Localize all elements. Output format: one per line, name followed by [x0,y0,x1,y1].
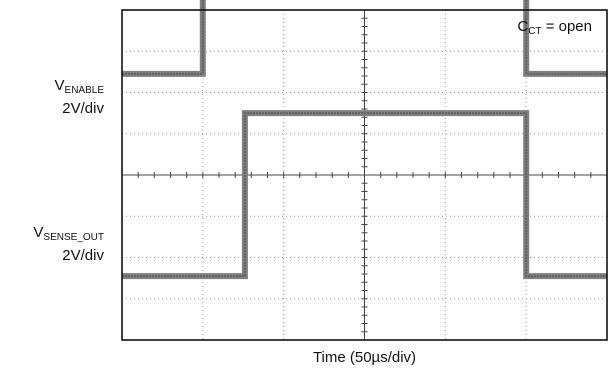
channel-name-v-enable: VENABLE [54,77,104,96]
channel-name-v-sense-out: VSENSE_OUT [33,224,104,243]
trace-core-v-enable [122,0,607,75]
plot-frame [121,9,608,341]
channel-scale-v-enable: 2V/div [62,100,104,117]
channel-label-v-enable: VENABLE 2V/div [0,77,104,118]
x-axis-label: Time (50µs/div) [312,349,417,366]
graticule [121,9,608,341]
channel-label-v-sense-out: VSENSE_OUT 2V/div [0,224,104,265]
trace-core-v-sense-out [122,112,607,277]
cct-annotation: CCT = open [517,18,592,37]
channel-scale-v-sense-out: 2V/div [62,247,104,264]
traces [122,0,607,280]
